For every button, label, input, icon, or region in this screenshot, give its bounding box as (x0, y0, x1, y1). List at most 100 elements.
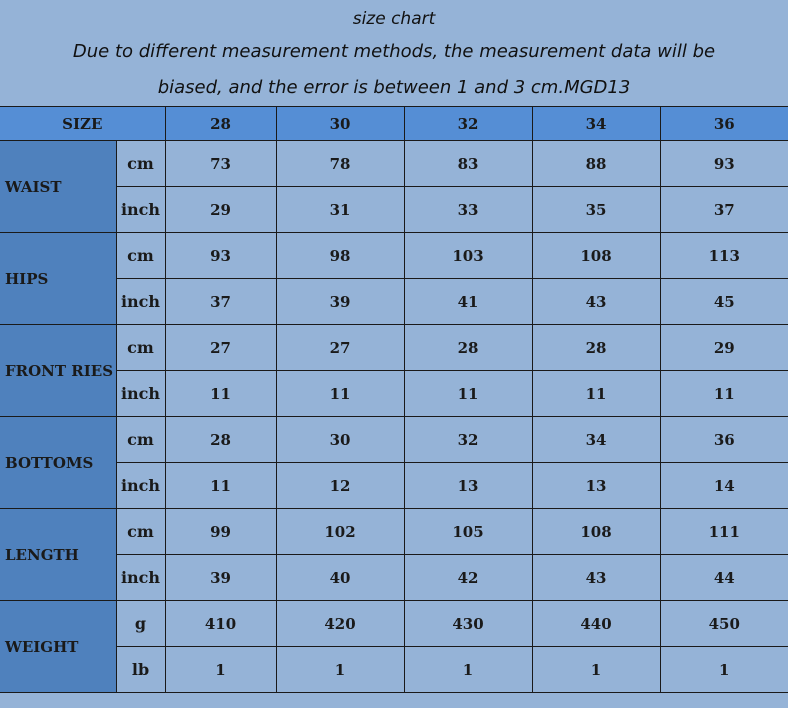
measurement-label: WAIST (0, 140, 117, 233)
value-cell: 13 (531, 462, 661, 509)
value-cell: 28 (531, 324, 661, 371)
value-cell: 41 (403, 278, 533, 325)
value-cell: 13 (403, 462, 533, 509)
size-36: 36 (659, 106, 788, 141)
value-cell: 32 (403, 416, 533, 463)
value-cell: 37 (164, 278, 277, 325)
size-28: 28 (164, 106, 277, 141)
value-cell: 108 (531, 508, 661, 555)
value-cell: 34 (531, 416, 661, 463)
value-cell: 44 (659, 554, 788, 601)
value-cell: 28 (164, 416, 277, 463)
value-cell: 33 (403, 186, 533, 233)
value-cell: 420 (275, 600, 405, 647)
size-34: 34 (531, 106, 661, 141)
measurement-label: LENGTH (0, 508, 117, 601)
unit-label: cm (115, 140, 166, 187)
table-row: inch 39 40 42 43 44 (0, 554, 788, 601)
value-cell: 36 (659, 416, 788, 463)
table-row: WAIST cm 73 78 83 88 93 (0, 140, 788, 233)
value-cell: 1 (164, 646, 277, 693)
table-row: WEIGHT g 410 420 430 440 450 (0, 600, 788, 693)
value-cell: 11 (164, 370, 277, 417)
value-cell: 39 (275, 278, 405, 325)
value-cell: 111 (659, 508, 788, 555)
value-cell: 40 (275, 554, 405, 601)
unit-label: cm (115, 416, 166, 463)
value-cell: 93 (659, 140, 788, 187)
value-cell: 98 (275, 232, 405, 279)
value-cell: 43 (531, 278, 661, 325)
value-cell: 83 (403, 140, 533, 187)
value-cell: 31 (275, 186, 405, 233)
value-cell: 35 (531, 186, 661, 233)
value-cell: 73 (164, 140, 277, 187)
value-cell: 14 (659, 462, 788, 509)
value-cell: 11 (659, 370, 788, 417)
chart-header: size chart Due to different measurement … (0, 0, 788, 106)
size-32: 32 (403, 106, 533, 141)
table-row: FRONT RIES cm 27 27 28 28 29 (0, 324, 788, 417)
value-cell: 11 (164, 462, 277, 509)
unit-label: inch (116, 278, 166, 325)
unit-label: inch (116, 554, 166, 601)
unit-label: inch (116, 370, 166, 417)
value-cell: 88 (531, 140, 661, 187)
value-cell: 27 (164, 324, 277, 371)
table-row: HIPS cm 93 98 103 108 113 (0, 232, 788, 325)
table-row: inch 11 12 13 13 14 (0, 462, 788, 509)
value-cell: 37 (659, 186, 788, 233)
value-cell: 45 (659, 278, 788, 325)
value-cell: 113 (659, 232, 788, 279)
value-cell: 42 (403, 554, 533, 601)
measurement-label: BOTTOMS (0, 416, 117, 509)
value-cell: 1 (275, 646, 405, 693)
value-cell: 11 (275, 370, 405, 417)
table-row: lb 1 1 1 1 1 (0, 646, 788, 693)
value-cell: 102 (275, 508, 405, 555)
size-header-row: SIZE 28 30 32 34 36 (0, 106, 788, 141)
value-cell: 1 (531, 646, 661, 693)
note-line-2: biased, and the error is between 1 and 3… (157, 77, 631, 98)
unit-label: inch (116, 462, 166, 509)
value-cell: 30 (275, 416, 405, 463)
unit-label: lb (116, 646, 166, 693)
value-cell: 440 (531, 600, 661, 647)
table-row: inch 37 39 41 43 45 (0, 278, 788, 325)
size-table: SIZE 28 30 32 34 36 WAIST cm 73 78 83 88 93 inc… (0, 106, 788, 693)
unit-label: g (115, 600, 166, 647)
unit-label: cm (115, 508, 166, 555)
value-cell: 11 (531, 370, 661, 417)
measurement-label: FRONT RIES (0, 324, 117, 417)
value-cell: 12 (275, 462, 405, 509)
value-cell: 410 (164, 600, 277, 647)
value-cell: 430 (403, 600, 533, 647)
unit-label: inch (116, 186, 166, 233)
value-cell: 43 (531, 554, 661, 601)
unit-label: cm (115, 324, 166, 371)
value-cell: 450 (659, 600, 788, 647)
value-cell: 105 (403, 508, 533, 555)
value-cell: 28 (403, 324, 533, 371)
value-cell: 29 (659, 324, 788, 371)
table-row: inch 11 11 11 11 11 (0, 370, 788, 417)
value-cell: 1 (659, 646, 788, 693)
value-cell: 99 (164, 508, 277, 555)
table-row: BOTTOMS cm 28 30 32 34 36 (0, 416, 788, 509)
measurement-label: WEIGHT (0, 600, 117, 693)
size-30: 30 (275, 106, 405, 141)
value-cell: 29 (164, 186, 277, 233)
table-row: inch 29 31 33 35 37 (0, 186, 788, 233)
value-cell: 11 (403, 370, 533, 417)
value-cell: 78 (275, 140, 405, 187)
value-cell: 27 (275, 324, 405, 371)
size-label: SIZE (0, 106, 166, 141)
value-cell: 108 (531, 232, 661, 279)
note-line-1: Due to different measurement methods, th… (72, 41, 716, 62)
value-cell: 39 (164, 554, 277, 601)
unit-label: cm (115, 232, 166, 279)
table-row: LENGTH cm 99 102 105 108 111 (0, 508, 788, 601)
value-cell: 1 (403, 646, 533, 693)
chart-title: size chart (352, 9, 436, 29)
measurement-label: HIPS (0, 232, 117, 325)
